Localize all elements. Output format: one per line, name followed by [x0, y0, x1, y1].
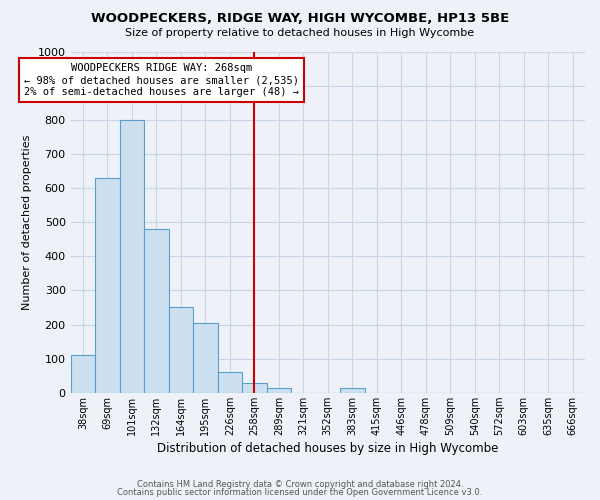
- Bar: [193, 323, 218, 393]
- Bar: [144, 229, 169, 393]
- Y-axis label: Number of detached properties: Number of detached properties: [22, 134, 32, 310]
- Text: Size of property relative to detached houses in High Wycombe: Size of property relative to detached ho…: [125, 28, 475, 38]
- Text: Contains public sector information licensed under the Open Government Licence v3: Contains public sector information licen…: [118, 488, 482, 497]
- Bar: [71, 355, 95, 393]
- Bar: [340, 388, 365, 393]
- X-axis label: Distribution of detached houses by size in High Wycombe: Distribution of detached houses by size …: [157, 442, 499, 455]
- Text: WOODPECKERS, RIDGE WAY, HIGH WYCOMBE, HP13 5BE: WOODPECKERS, RIDGE WAY, HIGH WYCOMBE, HP…: [91, 12, 509, 26]
- Bar: [218, 372, 242, 393]
- Bar: [266, 388, 291, 393]
- Bar: [169, 308, 193, 393]
- Bar: [242, 382, 266, 393]
- Bar: [95, 178, 119, 393]
- Bar: [119, 120, 144, 393]
- Text: WOODPECKERS RIDGE WAY: 268sqm
← 98% of detached houses are smaller (2,535)
2% of: WOODPECKERS RIDGE WAY: 268sqm ← 98% of d…: [24, 64, 299, 96]
- Text: Contains HM Land Registry data © Crown copyright and database right 2024.: Contains HM Land Registry data © Crown c…: [137, 480, 463, 489]
